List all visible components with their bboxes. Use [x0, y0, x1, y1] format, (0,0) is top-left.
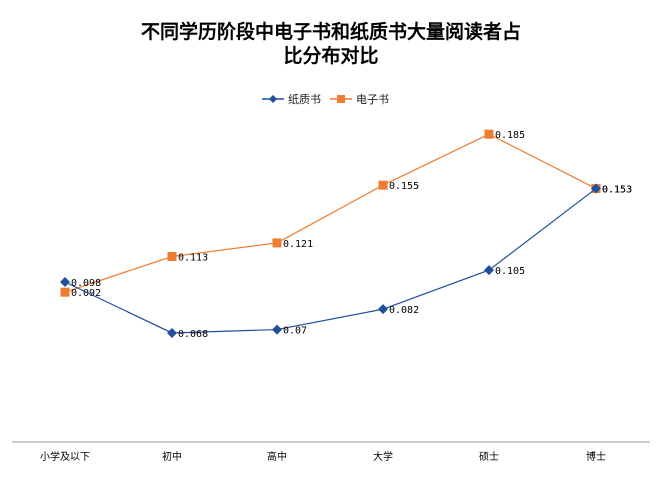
x-tick-label: 高中	[267, 450, 287, 463]
data-point-diamond	[591, 183, 601, 194]
x-tick-label: 博士	[586, 450, 606, 463]
data-label: 0.153	[602, 185, 632, 196]
data-point-diamond	[272, 324, 282, 335]
data-label: 0.185	[495, 130, 525, 141]
series-line-paper	[64, 188, 597, 334]
data-label: 0.105	[495, 266, 525, 277]
data-point-diamond	[60, 276, 70, 287]
data-point-square	[378, 180, 388, 190]
data-label: 0.113	[178, 253, 208, 264]
chart-title: 不同学历阶段中电子书和纸质书大量阅读者占 比分布对比	[0, 20, 662, 68]
data-label: 0.092	[71, 288, 101, 299]
legend-label: 纸质书	[288, 93, 321, 106]
data-point-diamond	[167, 327, 177, 338]
data-label: 0.068	[178, 329, 208, 340]
data-label: 0.082	[389, 305, 419, 316]
chart-title-line-2: 比分布对比	[283, 45, 379, 67]
x-tick-label: 初中	[162, 450, 182, 463]
legend-label: 电子书	[356, 93, 389, 106]
chart-title-line-1: 不同学历阶段中电子书和纸质书大量阅读者占	[140, 21, 521, 43]
data-point-square	[167, 252, 177, 262]
data-label: 0.153	[602, 185, 632, 196]
data-point-diamond	[378, 304, 388, 315]
data-point-square	[60, 287, 70, 297]
x-tick-label: 小学及以下	[40, 450, 90, 463]
data-point-diamond	[484, 265, 494, 276]
series-line-ebook	[64, 133, 597, 293]
legend-square-marker	[337, 95, 345, 103]
legend-diamond-marker	[269, 95, 277, 103]
data-label: 0.07	[283, 326, 307, 337]
x-tick-label: 硕士	[479, 450, 499, 463]
data-label: 0.155	[389, 181, 419, 192]
data-label: 0.121	[283, 239, 313, 250]
data-point-square	[484, 129, 494, 139]
data-point-square	[272, 238, 282, 248]
data-label: 0.098	[71, 278, 101, 289]
x-tick-label: 大学	[373, 450, 393, 463]
